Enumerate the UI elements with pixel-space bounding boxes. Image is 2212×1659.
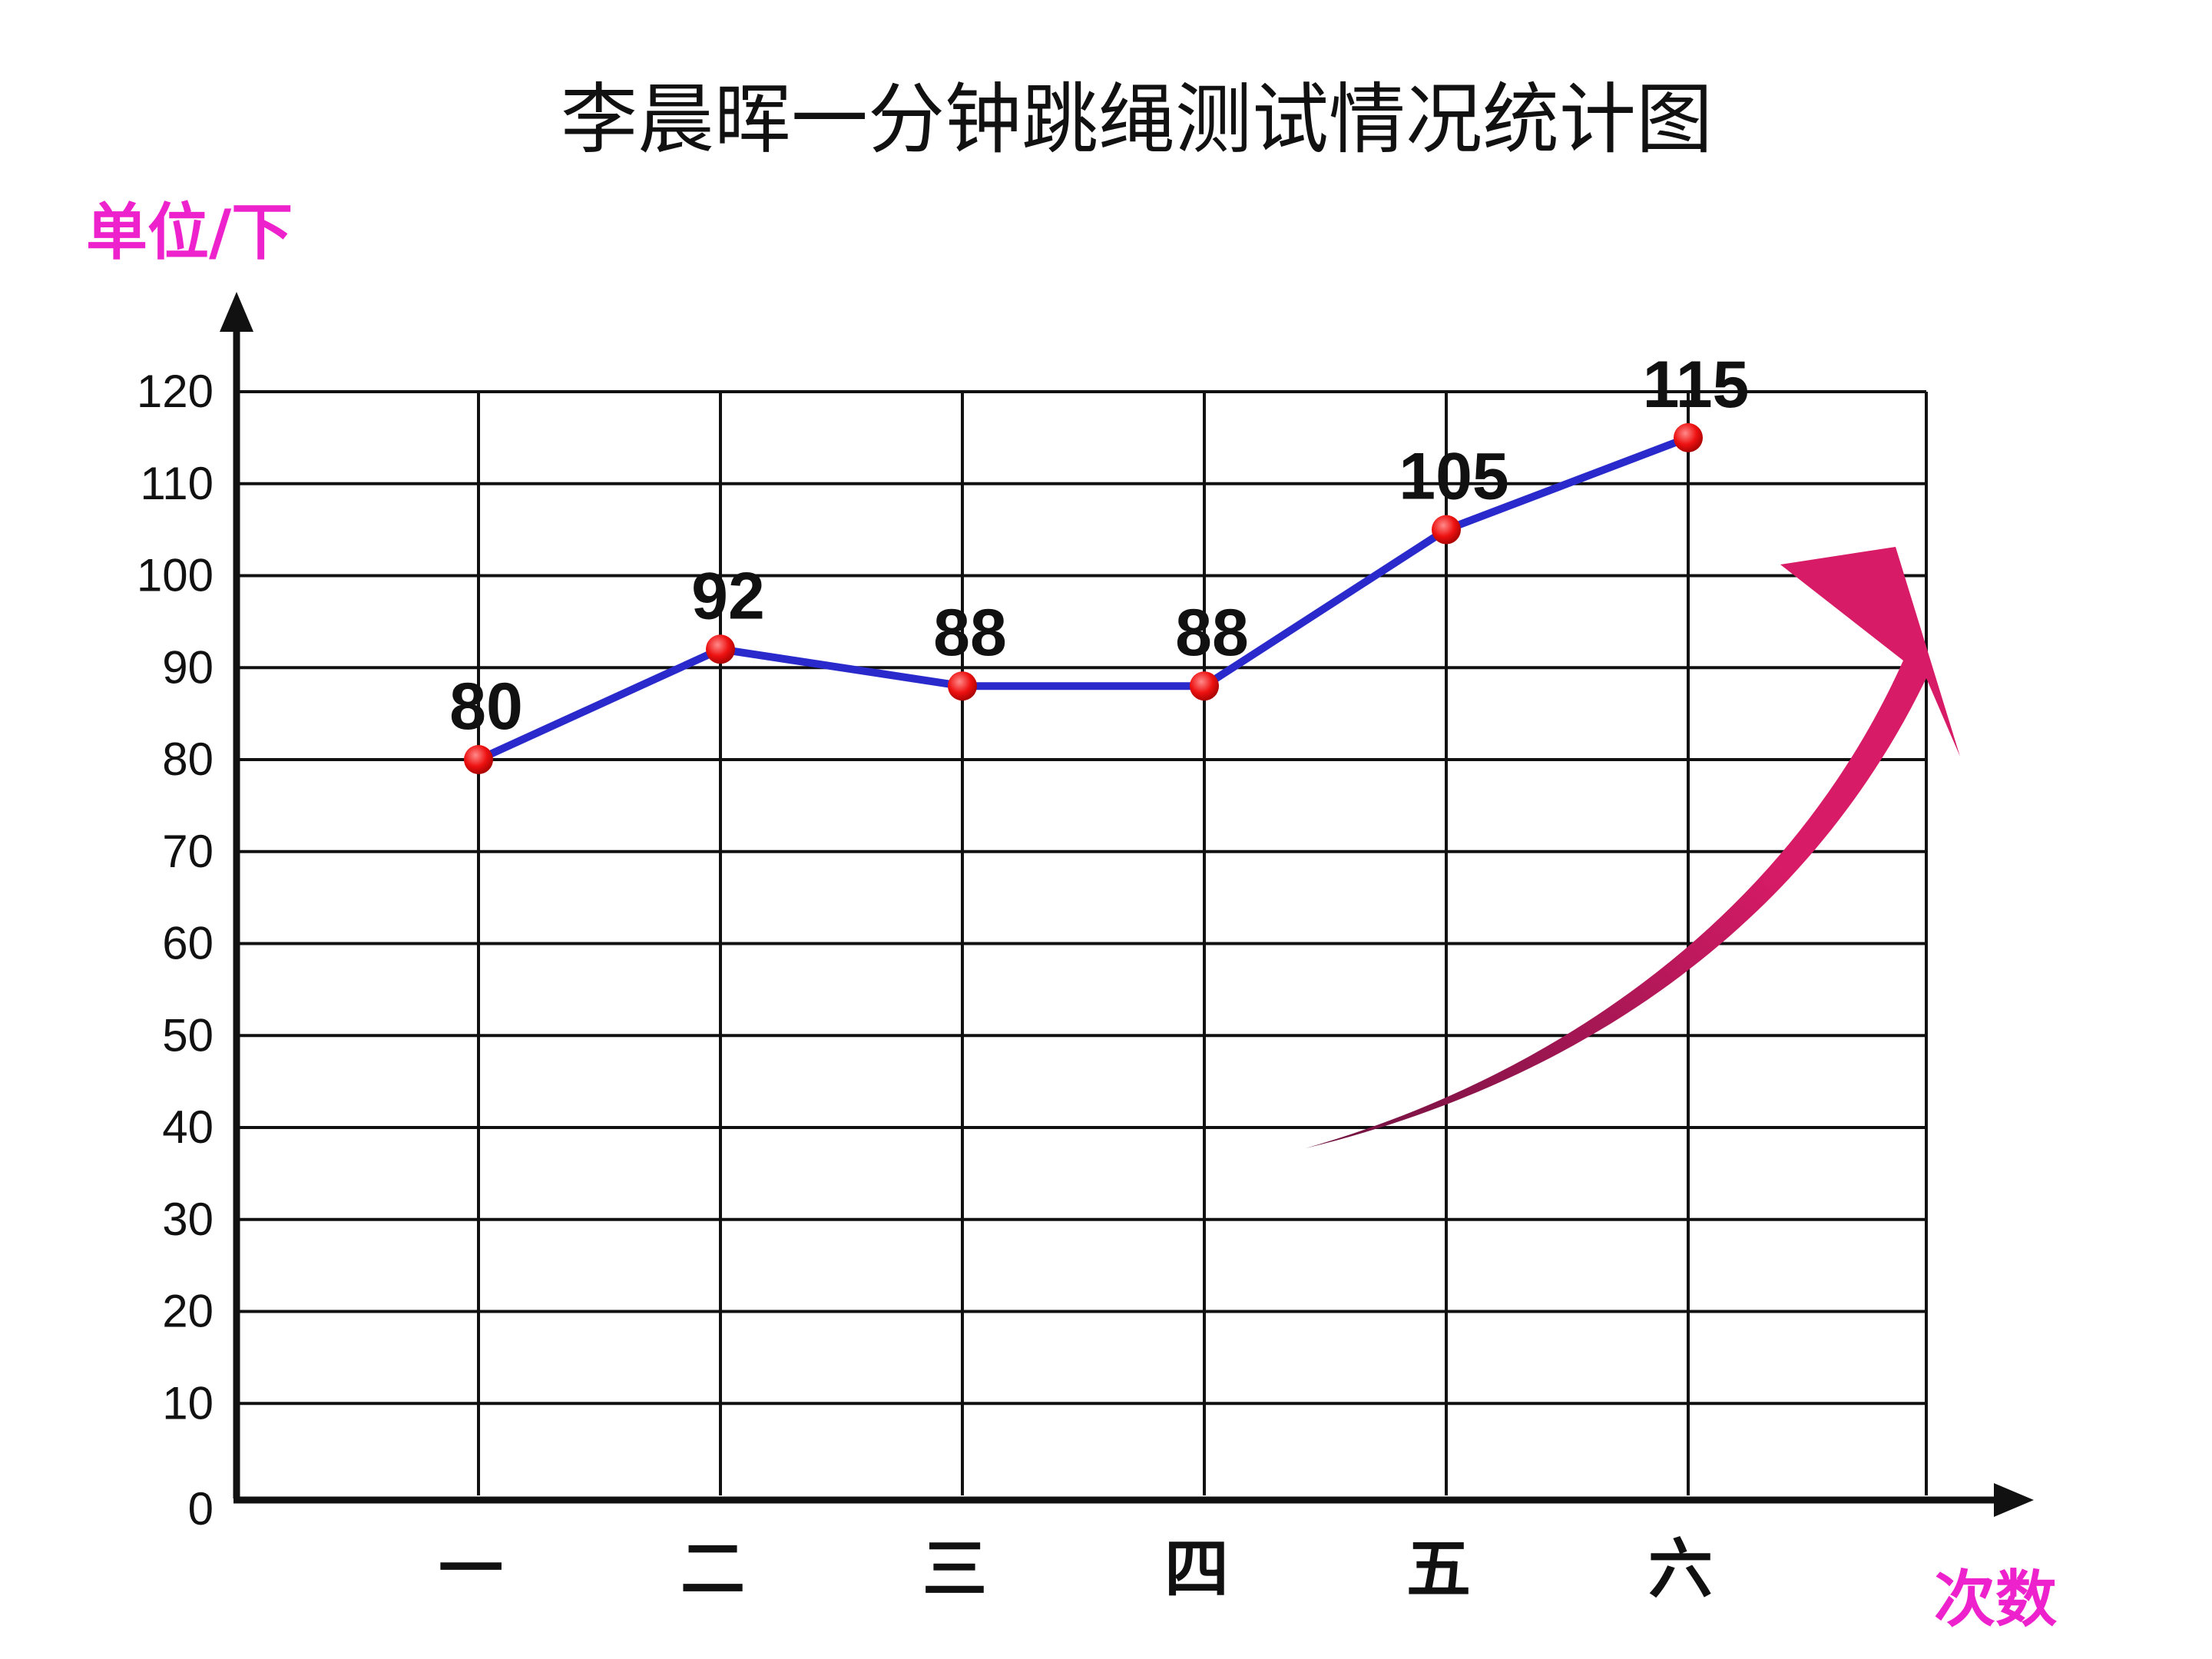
x-axis-unit-label: 次数 [1934,1564,2057,1635]
x-tick-label: 二 [680,1532,745,1607]
data-label: 115 [1643,348,1750,422]
x-axis-ticks: 一二三四五六 [439,1532,1713,1607]
y-tick-label: 40 [162,1101,214,1153]
trend-arrow-icon [1306,547,1960,1148]
chart-title: 李晨晖一分钟跳绳测试情况统计图 [561,75,1713,164]
y-tick-label: 110 [140,458,214,509]
data-point [1432,515,1461,545]
x-axis-arrowhead-icon [1994,1483,2034,1517]
y-axis-arrowhead-icon [220,292,253,332]
data-label: 88 [1175,596,1249,670]
y-tick-label: 120 [137,366,214,417]
y-tick-label: 10 [162,1377,214,1429]
y-tick-label: 80 [162,733,214,785]
chart-axes [220,292,2034,1517]
data-label: 92 [691,559,765,633]
x-tick-label: 一 [439,1532,503,1607]
data-point [464,745,493,774]
y-tick-label: 90 [162,641,214,693]
data-point [706,634,735,664]
y-axis-ticks: 0 10 20 30 40 50 60 70 80 90 100 110 120 [137,366,214,1535]
data-label: 88 [933,596,1007,670]
data-series [464,422,1703,774]
y-tick-label: 30 [162,1194,214,1245]
y-tick-label: 20 [162,1286,214,1337]
data-label: 80 [449,670,523,743]
data-labels: 80 92 88 88 105 115 [449,348,1749,743]
y-tick-label: 60 [162,918,214,969]
data-point [948,671,977,701]
y-tick-label: 50 [162,1009,214,1061]
y-axis-unit-label: 单位/下 [86,197,293,268]
x-tick-label: 六 [1648,1532,1713,1607]
data-point [1674,422,1703,452]
y-tick-label: 70 [162,826,214,877]
chart-grid [237,390,1928,1495]
y-tick-label: 0 [188,1483,214,1535]
y-tick-label: 100 [137,550,214,601]
x-tick-label: 四 [1164,1532,1229,1607]
data-label: 105 [1399,440,1509,514]
x-tick-label: 五 [1406,1532,1471,1607]
data-point [1190,671,1219,701]
x-tick-label: 三 [922,1532,987,1607]
series-line [476,434,1690,763]
